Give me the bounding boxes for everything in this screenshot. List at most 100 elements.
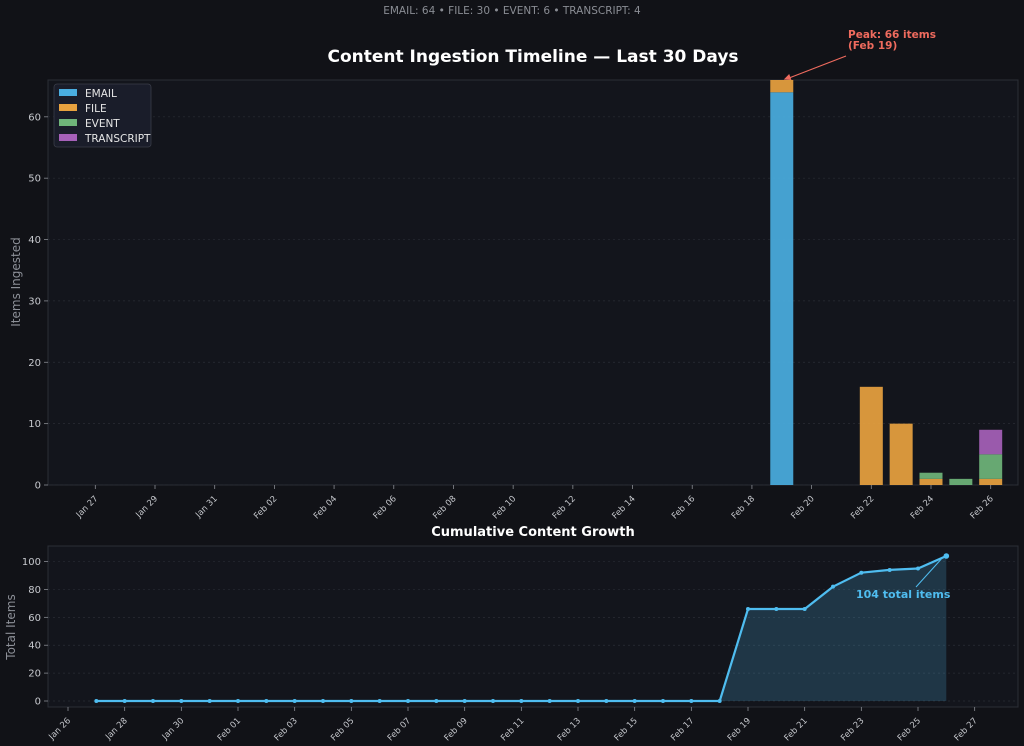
x-tick-label: Feb 04	[312, 494, 339, 521]
timeline-bars	[770, 80, 1003, 485]
cumulative-point-feb-25	[916, 566, 920, 571]
cumulative-growth-chart: Cumulative Content Growth 0 20 40 60 80 100 J…	[4, 525, 1019, 743]
cumulative-point-feb-01	[236, 699, 240, 703]
bar-file-feb-22	[859, 386, 883, 485]
timeline-y-label: Items Ingested	[9, 237, 23, 326]
y-tick-label: 20	[28, 669, 41, 680]
cumulative-point-feb-15	[632, 699, 637, 703]
legend-label-file: FILE	[85, 103, 107, 115]
x-tick-label: Feb 23	[839, 716, 866, 743]
x-tick-label: Feb 27	[953, 716, 980, 743]
cumulative-point-feb-04	[321, 699, 325, 703]
x-tick-label: Jan 31	[193, 494, 220, 521]
x-tick-label: Feb 20	[789, 494, 816, 521]
cumulative-y-label: Total Items	[4, 594, 18, 660]
y-tick-label: 10	[28, 419, 41, 430]
y-tick-label: 0	[35, 697, 41, 708]
legend-swatch-email	[59, 89, 77, 96]
cumulative-point-feb-20	[774, 606, 779, 611]
legend-label-event: EVENT	[85, 118, 120, 130]
total-arrow	[915, 558, 942, 588]
peak-annotation: Peak: 66 items (Feb 19)	[783, 29, 936, 81]
timeline-title: Content Ingestion Timeline — Last 30 Day…	[327, 47, 738, 67]
peak-arrowhead	[783, 74, 792, 81]
cumulative-point-feb-23	[859, 570, 864, 575]
x-tick-label: Feb 09	[443, 716, 470, 743]
cumulative-point-feb-10	[491, 699, 495, 703]
y-tick-label: 20	[28, 358, 41, 369]
cumulative-points	[94, 553, 950, 703]
bar-event-feb-26	[979, 454, 1003, 479]
peak-arrow	[787, 55, 847, 80]
cumulative-point-jan-31	[207, 699, 212, 703]
x-tick-label: Feb 03	[273, 716, 300, 743]
cumulative-point-feb-02	[264, 699, 269, 703]
x-tick-label: Feb 06	[372, 494, 399, 521]
x-tick-label: Feb 12	[551, 494, 578, 521]
x-tick-label: Jan 29	[134, 494, 161, 521]
ingestion-timeline-chart: Content Ingestion Timeline — Last 30 Day…	[9, 29, 1019, 521]
x-tick-label: Feb 21	[783, 716, 810, 743]
legend-swatch-event	[59, 119, 77, 126]
cumulative-point-jan-29	[151, 699, 155, 703]
x-tick-label: Feb 11	[499, 716, 526, 743]
cumulative-point-feb-07	[406, 699, 410, 703]
legend-label-transcript: TRANSCRIPT	[84, 133, 151, 145]
x-tick-label: Feb 22	[849, 494, 876, 521]
cumulative-point-feb-18	[717, 699, 722, 703]
cumulative-point-feb-13	[576, 699, 580, 703]
cumulative-plot-area	[47, 545, 1019, 708]
cumulative-point-feb-26	[943, 553, 950, 559]
cumulative-point-feb-21	[802, 606, 807, 611]
peak-label: Peak: 66 items	[848, 29, 936, 41]
timeline-legend: EMAIL FILE EVENT TRANSCRIPT	[53, 83, 152, 148]
x-tick-label: Feb 10	[491, 494, 518, 521]
x-tick-label: Feb 01	[216, 716, 243, 743]
x-tick-label: Feb 13	[556, 716, 583, 743]
y-tick-label: 60	[28, 112, 41, 123]
y-tick-label: 40	[28, 235, 41, 246]
cumulative-point-feb-11	[519, 699, 524, 703]
cumulative-point-feb-19	[746, 606, 750, 611]
y-tick-label: 30	[28, 296, 41, 307]
bar-email-feb-19	[770, 92, 794, 485]
x-tick-label: Feb 19	[726, 716, 753, 743]
summary-counts: EMAIL: 64 • FILE: 30 • EVENT: 6 • TRANSC…	[383, 5, 641, 17]
cumulative-x-axis: Jan 26 Jan 28 Jan 30 Feb 01 Feb 03 Feb 05 Feb …	[47, 707, 980, 743]
y-tick-label: 0	[35, 481, 41, 492]
legend-box	[53, 83, 152, 148]
x-tick-label: Feb 16	[670, 494, 697, 521]
peak-date: (Feb 19)	[848, 40, 897, 52]
total-annotation: 104 total items	[856, 558, 951, 601]
y-tick-label: 80	[28, 585, 41, 596]
legend-swatch-transcript	[59, 134, 77, 141]
x-tick-label: Jan 30	[160, 716, 187, 743]
y-tick-label: 60	[28, 613, 41, 624]
x-tick-label: Feb 08	[431, 494, 458, 521]
cumulative-point-feb-03	[292, 699, 297, 703]
cumulative-point-jan-27	[94, 699, 99, 703]
y-tick-label: 100	[22, 557, 41, 568]
cumulative-title: Cumulative Content Growth	[431, 525, 635, 540]
cumulative-point-feb-24	[887, 567, 892, 572]
cumulative-point-jan-28	[122, 699, 127, 703]
x-tick-label: Feb 24	[909, 494, 936, 521]
x-tick-label: Feb 18	[730, 494, 757, 521]
x-tick-label: Jan 27	[74, 494, 101, 521]
cumulative-point-jan-30	[179, 699, 184, 703]
bar-file-feb-19	[770, 80, 794, 93]
x-tick-label: Feb 25	[896, 716, 923, 743]
cumulative-point-feb-09	[462, 699, 467, 703]
timeline-plot-area	[47, 79, 1019, 486]
x-tick-label: Feb 26	[969, 494, 996, 521]
cumulative-y-axis: 0 20 40 60 80 100	[22, 557, 48, 708]
cumulative-point-feb-06	[377, 699, 382, 703]
bar-file-feb-26	[979, 478, 1003, 485]
total-label: 104 total items	[856, 588, 951, 601]
cumulative-area-fill	[96, 556, 947, 701]
x-tick-label: Feb 15	[613, 716, 640, 743]
legend-label-email: EMAIL	[85, 88, 117, 100]
x-tick-label: Feb 05	[329, 716, 356, 743]
y-tick-label: 50	[28, 174, 41, 185]
